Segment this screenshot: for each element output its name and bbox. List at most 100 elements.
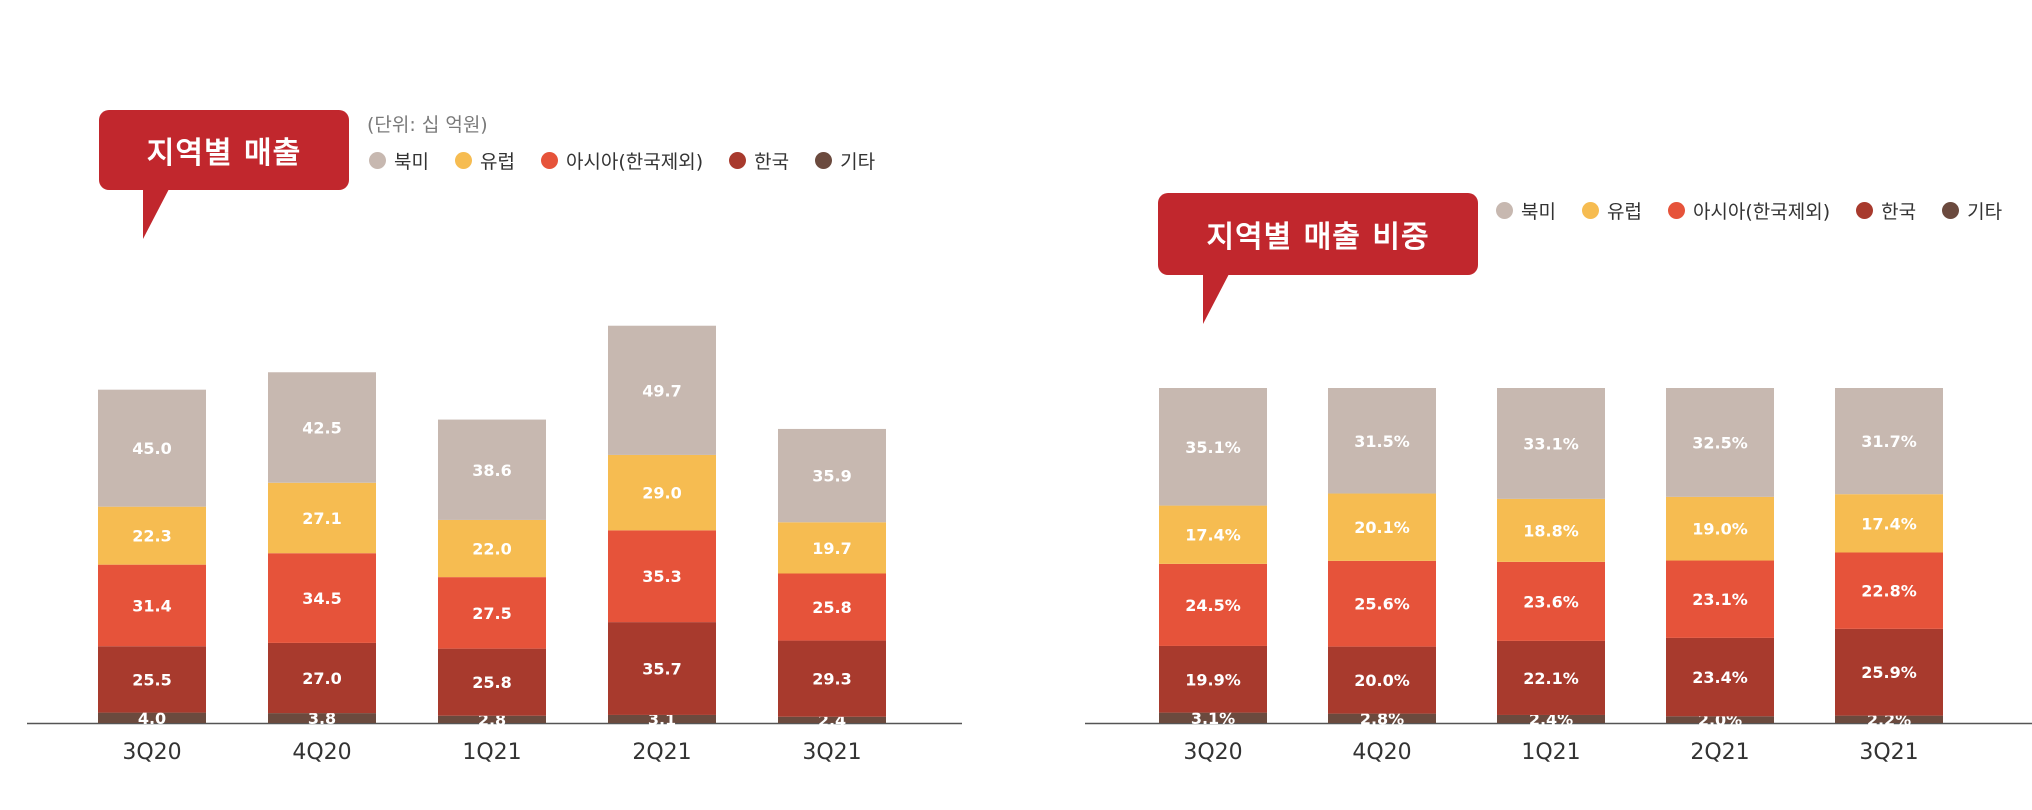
x-tick-label: 3Q21 (802, 740, 861, 765)
chart-title: 지역별 매출 (146, 136, 302, 171)
bar-segment-other-3Q21 (1835, 715, 1943, 723)
data-label: 20.1% (1354, 518, 1410, 537)
data-label: 22.0 (472, 540, 511, 559)
data-label: 27.0 (302, 669, 341, 688)
bar-segment-north-america-1Q21 (438, 419, 546, 520)
data-label: 22.1% (1523, 669, 1579, 688)
data-label: 17.4% (1185, 526, 1241, 545)
legend-label: 북미 (1521, 201, 1556, 223)
legend-item-korea: 한국 (1856, 197, 1916, 224)
legend-swatch (1856, 202, 1874, 219)
legend-item-asia: 아시아(한국제외) (1667, 197, 1830, 224)
legend-swatch (369, 152, 386, 169)
legend-label: 한국 (1881, 201, 1917, 223)
legend-label: 기타 (840, 151, 876, 173)
bar-segment-north-america-3Q21 (778, 428, 886, 523)
revenue-by-region-panel: 지역별 매출 (단위: 십 억원) 북미 유럽 아시아(한국제외) 한국 기타 … (0, 0, 1000, 810)
bar-segment-other-1Q21 (438, 715, 546, 723)
bar-segment-europe-4Q20 (268, 482, 376, 554)
data-label: 19.0% (1692, 520, 1748, 539)
data-label: 29.3 (812, 670, 851, 689)
legend-swatch (1942, 202, 1960, 219)
data-label: 49.7 (642, 381, 681, 400)
bar-segment-korea-3Q20 (1159, 645, 1267, 713)
data-label: 24.5% (1185, 596, 1241, 615)
legend-swatch (540, 152, 558, 169)
data-label: 25.8 (472, 673, 511, 692)
bar-segment-asia-2Q21 (1666, 560, 1774, 638)
bar-segment-other-2Q21 (608, 714, 716, 723)
x-tick-label: 4Q20 (292, 740, 351, 765)
legend-swatch (815, 152, 833, 169)
legend-item-other: 기타 (1942, 197, 2002, 224)
legend-label: 아시아(한국제외) (565, 151, 704, 173)
data-label: 18.8% (1523, 521, 1579, 540)
data-label: 23.1% (1692, 590, 1748, 609)
data-label: 38.6 (472, 461, 511, 480)
bar-segment-korea-4Q20 (268, 642, 376, 714)
bar-segment-asia-3Q20 (98, 564, 206, 647)
data-label: 22.3 (132, 527, 171, 546)
legend-item-korea: 한국 (729, 147, 789, 174)
data-label: 3.1% (1191, 709, 1235, 728)
legend-swatch (1667, 202, 1685, 219)
bar-segment-asia-4Q20 (1328, 560, 1436, 647)
chart-title-badge: 지역별 매출 비중 (1158, 193, 1478, 275)
legend-item-other: 기타 (815, 147, 875, 174)
data-label: 27.5 (472, 604, 511, 623)
bar-segment-asia-4Q20 (268, 553, 376, 643)
bar-segment-europe-3Q20 (1159, 505, 1267, 564)
bar-segment-korea-2Q21 (608, 622, 716, 715)
legend-swatch (1496, 202, 1513, 219)
data-label: 42.5 (302, 419, 341, 438)
data-label: 32.5% (1692, 433, 1748, 452)
x-tick-label: 2Q21 (632, 740, 691, 765)
data-label: 4.0 (138, 709, 166, 728)
data-label: 35.3 (642, 567, 681, 586)
legend-swatch (729, 152, 747, 169)
data-label: 25.8 (812, 598, 851, 617)
bar-segment-other-3Q20 (1159, 712, 1267, 723)
bar-segment-asia-3Q21 (1835, 552, 1943, 629)
legend-swatch (454, 152, 472, 169)
bar-segment-asia-3Q21 (778, 573, 886, 641)
legend-item-europe: 유럽 (1581, 197, 1642, 224)
badge-tail (143, 189, 169, 239)
data-label: 27.1 (302, 509, 341, 528)
bar-segment-north-america-3Q20 (98, 389, 206, 507)
data-label: 23.4% (1692, 668, 1748, 687)
legend-label: 북미 (394, 151, 429, 173)
legend: 북미 유럽 아시아(한국제외) 한국 기타 (1496, 197, 2028, 224)
bar-segment-europe-3Q20 (98, 506, 206, 565)
bar-segment-north-america-4Q20 (268, 372, 376, 483)
data-label: 17.4% (1861, 514, 1917, 533)
data-label: 20.0% (1354, 671, 1410, 690)
data-label: 35.7 (642, 660, 681, 679)
data-label: 25.9% (1861, 663, 1917, 682)
bar-segment-other-4Q20 (268, 713, 376, 723)
bar-segment-europe-1Q21 (1497, 498, 1605, 562)
bar-segment-europe-1Q21 (438, 519, 546, 578)
bar-segment-other-3Q21 (778, 716, 886, 723)
bar-segment-north-america-2Q21 (1666, 388, 1774, 497)
bar-segment-north-america-3Q21 (1835, 388, 1943, 495)
legend-item-north-america: 북미 (369, 147, 429, 174)
bar-segment-korea-3Q20 (98, 646, 206, 713)
bar-segment-korea-3Q21 (1835, 628, 1943, 716)
revenue-share-panel: 지역별 매출 비중 북미 유럽 아시아(한국제외) 한국 기타 3.1% 19.9… (1060, 0, 2032, 810)
bar-segment-europe-4Q20 (1328, 493, 1436, 561)
bar-segment-north-america-1Q21 (1497, 388, 1605, 499)
bar-segment-other-4Q20 (1328, 713, 1436, 723)
data-label: 29.0 (642, 484, 681, 503)
legend-label: 유럽 (479, 151, 515, 173)
data-label: 45.0 (132, 439, 171, 458)
data-label: 31.4 (132, 596, 171, 615)
legend-item-north-america: 북미 (1496, 197, 1556, 224)
bar-segment-korea-2Q21 (1666, 637, 1774, 717)
legend-item-asia: 아시아(한국제외) (540, 147, 704, 174)
bar-segment-korea-3Q21 (778, 640, 886, 717)
legend-swatch (1581, 202, 1599, 219)
data-label: 22.8% (1861, 582, 1917, 601)
x-tick-label: 3Q20 (122, 740, 181, 765)
bar-segment-asia-3Q20 (1159, 563, 1267, 646)
